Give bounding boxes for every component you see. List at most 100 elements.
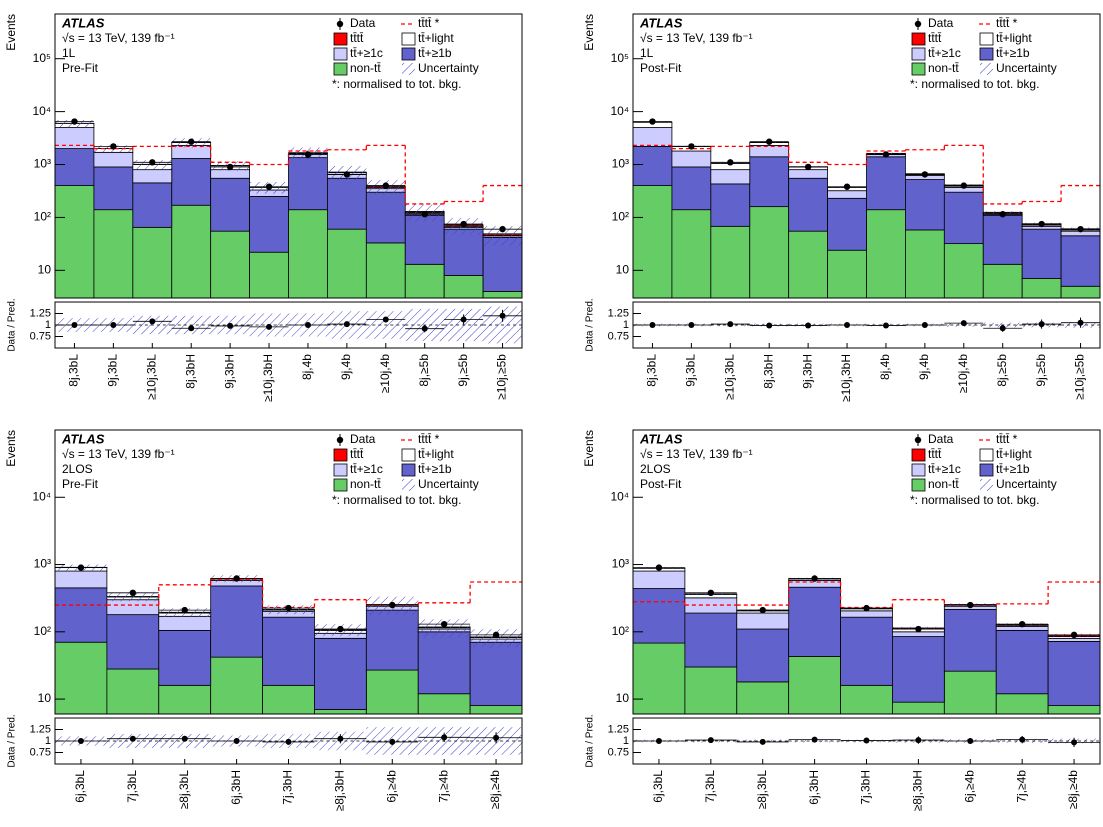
legend-swatch: [333, 32, 348, 46]
experiment-label: ATLAS: [639, 15, 683, 30]
data-point: [265, 183, 273, 190]
legend-label: non-tt̄: [928, 477, 959, 491]
data-point: [960, 182, 967, 189]
stack-segment: [327, 228, 367, 299]
stack-segment: [210, 230, 250, 299]
ratio-y-tick-label: 1.25: [608, 723, 629, 735]
stack-segment: [788, 656, 841, 715]
ratio-point: [77, 738, 84, 744]
ratio-y-tick-label: 0.75: [30, 746, 51, 758]
stack-segment: [892, 701, 945, 715]
legend-label: tt̄+≥1c: [928, 46, 961, 60]
stack-segment: [365, 242, 406, 299]
ratio-point: [805, 322, 812, 329]
data-point: [811, 575, 818, 582]
x-tick-label: 7j,3bL: [125, 770, 139, 803]
legend-label: Uncertainty: [418, 477, 479, 491]
y-tick-label: 10⁵: [611, 51, 629, 65]
legend-uncertainty-swatch: [980, 479, 993, 491]
legend-label: tt̄+light: [996, 447, 1032, 461]
stack-segment: [671, 150, 712, 168]
ratio-y-tick-label: 0.75: [30, 330, 51, 342]
stack-segment: [632, 185, 673, 299]
stack-segment: [404, 263, 445, 299]
data-point: [181, 606, 188, 614]
data-point: [967, 601, 974, 609]
data-point: [343, 171, 351, 178]
stack-segment: [106, 599, 160, 616]
stack-segment: [632, 570, 686, 589]
ratio-point: [811, 736, 818, 743]
x-tick-label: 7j,3bH: [859, 770, 873, 805]
stack-segment: [1047, 641, 1101, 706]
y-tick-label: 10²: [612, 624, 629, 638]
stack-segment: [943, 609, 997, 672]
y-tick-label: 10³: [34, 157, 51, 171]
stack-segment: [943, 670, 997, 715]
ratio-y-tick-label: 1.25: [608, 307, 629, 319]
region-label: 2LOS: [640, 462, 671, 476]
legend-label: tt̄+≥1b: [418, 462, 452, 476]
legend-swatch: [911, 32, 926, 46]
ratio-y-tick-label: 1: [623, 735, 629, 747]
legend-label: tt̄+≥1c: [350, 462, 383, 476]
x-tick-label: 6j,3bH: [229, 770, 243, 805]
x-tick-label: ≥8j,3bH: [911, 770, 925, 811]
stack-segment: [482, 236, 523, 292]
y-axis-label: Events: [582, 430, 596, 467]
ratio-point: [110, 322, 117, 328]
stack-segment: [54, 148, 95, 186]
x-tick-label: ≥10j,4b: [378, 354, 392, 394]
region-label: 1L: [62, 46, 76, 60]
stack-segment: [632, 642, 686, 715]
data-point: [804, 163, 812, 171]
ratio-point: [227, 322, 234, 329]
stack-segment: [671, 166, 712, 211]
legend-swatch: [979, 448, 994, 462]
stack-segment: [632, 146, 673, 186]
data-point: [110, 143, 117, 150]
data-point: [129, 589, 137, 597]
fit-label: Pre-Fit: [62, 61, 99, 75]
data-point: [440, 620, 448, 628]
stack-segment: [171, 158, 212, 206]
legend-swatch: [979, 463, 994, 477]
legend-note: *: normalised to tot. bkg.: [910, 77, 1039, 91]
legend-swatch: [911, 448, 926, 462]
legend-swatch: [911, 47, 926, 61]
stack-segment: [892, 636, 945, 703]
uncertainty-band: [106, 592, 159, 602]
stack-segment: [210, 169, 250, 179]
y-tick-label: 10⁴: [32, 489, 51, 503]
ratio-point: [266, 323, 273, 330]
stack-segment: [736, 681, 790, 715]
legend-uncertainty-swatch: [402, 63, 415, 75]
y-tick-label: 10: [38, 691, 52, 705]
ratio-y-tick-label: 1.25: [30, 723, 51, 735]
stack-segment: [132, 226, 173, 299]
legend-label: Data: [928, 16, 954, 30]
stack-segment: [905, 179, 945, 231]
stack-segment: [788, 230, 828, 299]
legend-label: Data: [928, 432, 954, 446]
data-point: [285, 604, 292, 612]
y-tick-label: 10³: [34, 557, 51, 571]
legend-label: tt̄+light: [418, 31, 454, 45]
ratio-point: [304, 322, 311, 328]
legend-label: Uncertainty: [996, 61, 1057, 75]
stack-segment: [982, 263, 1023, 299]
main-frame: [632, 13, 1101, 299]
stack-segment: [158, 684, 212, 715]
legend-label: tt̄tt̄: [350, 31, 364, 45]
stack-segment: [365, 609, 419, 671]
x-tick-label: ≥10j,3bL: [722, 354, 736, 400]
uncertainty-band: [470, 629, 522, 648]
energy-label: √s = 13 TeV, 139 fb⁻¹: [62, 31, 175, 45]
stack-segment: [93, 209, 134, 299]
stack-segment: [288, 209, 328, 299]
y-tick-label: 10: [616, 263, 630, 277]
